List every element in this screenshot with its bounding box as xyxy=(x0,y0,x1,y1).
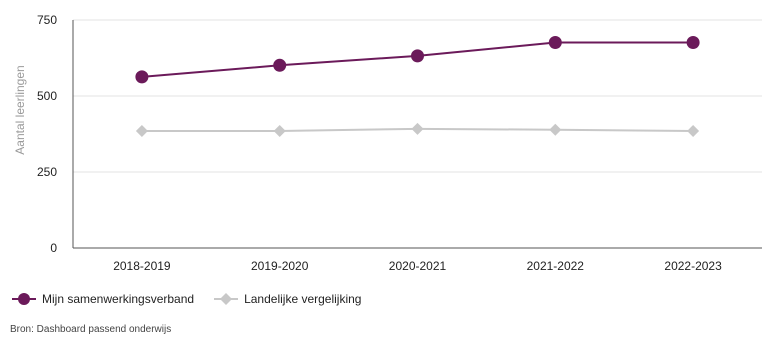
data-point-series-1[interactable] xyxy=(135,70,149,84)
data-point-series-2[interactable] xyxy=(549,123,562,136)
x-tick-label: 2021-2022 xyxy=(527,259,585,273)
source-note: Bron: Dashboard passend onderwijs xyxy=(10,324,172,335)
data-point-series-2[interactable] xyxy=(273,124,286,137)
data-point-series-1[interactable] xyxy=(273,58,287,72)
series-group xyxy=(135,35,700,137)
data-point-series-1[interactable] xyxy=(548,35,562,49)
legend-marker-circle-icon xyxy=(12,293,36,305)
y-tick-label: 0 xyxy=(50,241,57,255)
legend-label-series-2: Landelijke vergelijking xyxy=(244,292,362,306)
data-point-series-2[interactable] xyxy=(135,124,148,137)
data-point-series-2[interactable] xyxy=(687,124,700,137)
x-tick-label: 2018-2019 xyxy=(113,259,171,273)
legend-marker-diamond-icon xyxy=(214,293,239,305)
legend: Mijn samenwerkingsverband Landelijke ver… xyxy=(12,292,381,306)
legend-item-series-2[interactable]: Landelijke vergelijking xyxy=(214,292,361,306)
x-tick-label: 2020-2021 xyxy=(389,259,447,273)
y-tick-label: 250 xyxy=(37,165,57,179)
x-axis-ticks: 2018-2019 2019-2020 2020-2021 2021-2022 2022… xyxy=(113,259,722,273)
y-tick-label: 750 xyxy=(37,13,57,27)
data-point-series-2[interactable] xyxy=(411,122,424,135)
legend-label-series-1: Mijn samenwerkingsverband xyxy=(42,292,195,306)
y-axis-label: Aantal leerlingen xyxy=(13,65,27,154)
data-point-series-1[interactable] xyxy=(686,35,700,49)
gridlines xyxy=(73,19,762,173)
y-axis-ticks: 0 250 500 750 xyxy=(37,13,57,255)
x-tick-label: 2019-2020 xyxy=(251,259,309,273)
y-tick-label: 500 xyxy=(37,89,57,103)
legend-item-series-1[interactable]: Mijn samenwerkingsverband xyxy=(12,292,194,306)
x-tick-label: 2022-2023 xyxy=(664,259,722,273)
data-point-series-1[interactable] xyxy=(411,49,424,63)
